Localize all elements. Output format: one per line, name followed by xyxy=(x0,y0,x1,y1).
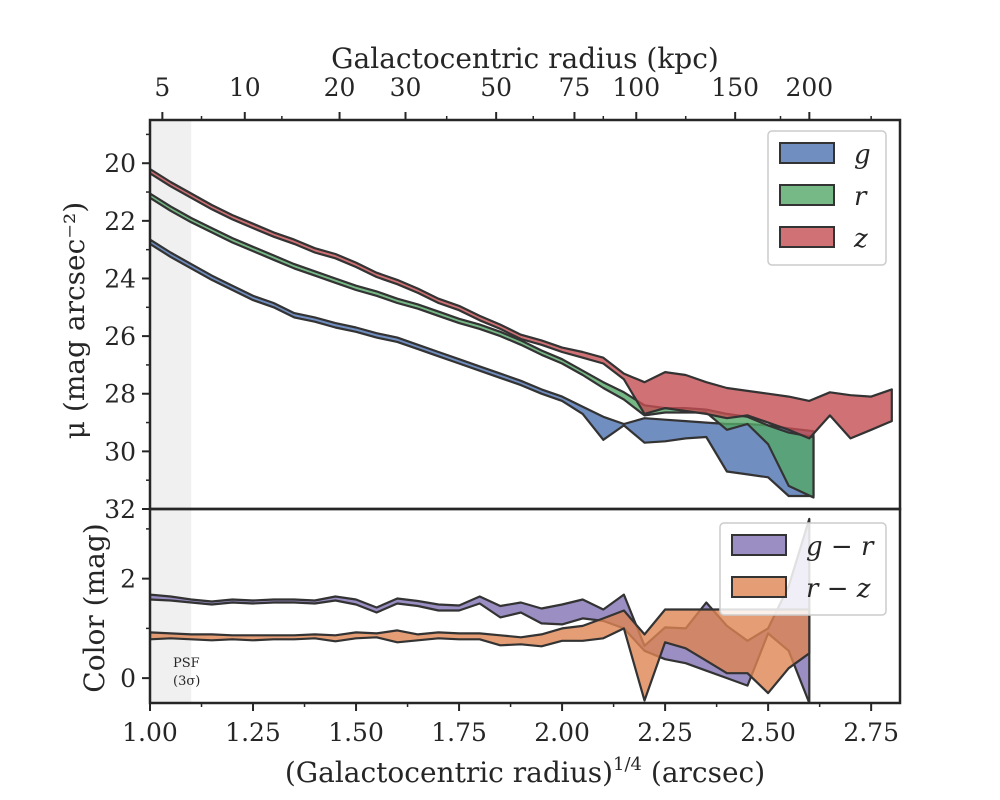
bottom-panel-frame xyxy=(148,507,902,705)
color-y-axis-title: Color (mag) xyxy=(78,523,111,692)
x-tick-label: 2.75 xyxy=(843,718,899,747)
legend-label: g xyxy=(854,140,871,170)
top-y-axis-title: μ (mag arcsec⁻²) xyxy=(58,202,91,439)
y-tick-label: 30 xyxy=(104,437,136,466)
x-tick-label: 2.00 xyxy=(534,718,590,747)
series-rz-band xyxy=(150,608,811,702)
kpc-tick-label: 20 xyxy=(324,73,356,102)
legend-bands: grz xyxy=(767,130,887,266)
psf-label: PSF xyxy=(173,656,200,671)
legend-colors: g − r r − z xyxy=(719,522,887,616)
series-area xyxy=(150,517,811,703)
color-panel: PSF (3σ) xyxy=(150,509,811,703)
color-y-tick-label: 2 xyxy=(120,565,136,594)
legend-label: r xyxy=(854,182,868,212)
x-tick-label: 1.25 xyxy=(225,718,281,747)
psf-label-sigma: (3σ) xyxy=(173,674,200,689)
x-tick-label: 1.00 xyxy=(122,718,178,747)
series-r-band xyxy=(150,192,815,499)
y-tick-label: 22 xyxy=(104,207,136,236)
kpc-tick-label: 50 xyxy=(480,73,512,102)
x-tick-label: 1.75 xyxy=(431,718,487,747)
kpc-tick-label: 30 xyxy=(390,73,422,102)
legend-label: r − z xyxy=(806,574,871,604)
legend-swatch xyxy=(779,226,835,248)
psf-band-bottom xyxy=(150,509,192,703)
color-y-tick-label: 0 xyxy=(120,664,136,693)
legend-label: g − r xyxy=(806,532,875,562)
kpc-tick-label: 100 xyxy=(612,73,660,102)
legend-swatch xyxy=(779,184,835,206)
kpc-tick-label: 200 xyxy=(785,73,833,102)
kpc-tick-label: 150 xyxy=(711,73,759,102)
y-tick-label: 32 xyxy=(104,495,136,524)
legend-swatch xyxy=(731,576,787,598)
y-tick-label: 26 xyxy=(104,322,136,351)
bottom-axis-title: (Galactocentric radius)1/4 (arcsec) xyxy=(285,754,765,789)
kpc-tick-label: 5 xyxy=(154,73,170,102)
x-tick-label: 2.25 xyxy=(637,718,693,747)
kpc-tick-label: 10 xyxy=(229,73,261,102)
surface-brightness-panel xyxy=(150,120,893,509)
x-tick-label: 1.50 xyxy=(328,718,384,747)
legend-label: z xyxy=(853,224,868,254)
legend-swatch xyxy=(731,534,787,556)
x-tick-label: 2.50 xyxy=(740,718,796,747)
series-gr-band xyxy=(150,517,811,703)
series-z-band xyxy=(150,167,893,440)
top-axis-title: Galactocentric radius (kpc) xyxy=(331,42,719,75)
y-tick-label: 24 xyxy=(104,264,136,293)
axes-layer: 20 22 24 26 28 30 32 0 2 1.00 1.25 1.50 1.75 2.00 2.25… xyxy=(58,42,902,789)
series-area xyxy=(150,192,815,499)
series-area xyxy=(150,608,811,702)
y-tick-label: 20 xyxy=(104,149,136,178)
kpc-tick-label: 75 xyxy=(559,73,591,102)
y-tick-label: 28 xyxy=(104,380,136,409)
series-area xyxy=(150,238,815,498)
series-area xyxy=(150,167,893,440)
legend-swatch xyxy=(779,142,835,164)
series-g-band xyxy=(150,238,815,498)
